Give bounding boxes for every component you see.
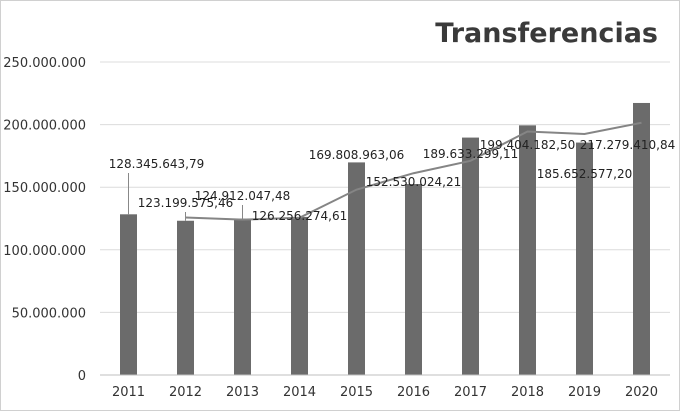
data-label: 185.652.577,20	[537, 167, 632, 181]
bar-2013	[234, 218, 251, 375]
y-tick-label: 100.000.000	[3, 244, 86, 259]
x-tick-label: 2013	[226, 385, 259, 400]
x-tick-label: 2017	[454, 385, 487, 400]
y-tick-label: 0	[78, 369, 86, 384]
x-tick-label: 2020	[625, 385, 658, 400]
data-label: 126.256.274,61	[252, 209, 347, 223]
bar-2014	[291, 216, 308, 375]
bar-2011	[120, 214, 137, 375]
data-label: 124.912.047,48	[195, 189, 290, 203]
y-tick-label: 200.000.000	[3, 119, 86, 134]
bar-2020	[633, 102, 650, 375]
data-label: 169.808.963,06	[309, 148, 404, 162]
data-label: 123.199.575,46	[138, 196, 233, 210]
x-tick-label: 2014	[283, 385, 316, 400]
x-tick-label: 2019	[568, 385, 601, 400]
bar-2018	[519, 125, 536, 375]
x-tick-label: 2011	[112, 385, 145, 400]
x-tick-label: 2018	[511, 385, 544, 400]
data-label: 189.633.299,11	[423, 147, 518, 161]
data-label: 217.279.410,84	[580, 138, 675, 152]
y-tick-label: 50.000.000	[12, 306, 86, 321]
bar-2017	[462, 137, 479, 375]
bar-2019	[576, 142, 593, 375]
y-tick-label: 150.000.000	[3, 181, 86, 196]
bar-2016	[405, 184, 422, 375]
bar-2012	[177, 220, 194, 375]
data-label: 128.345.643,79	[109, 157, 204, 171]
y-tick-label: 250.000.000	[3, 56, 86, 71]
data-label: 152.530.024,21	[366, 175, 461, 189]
data-label: 199.404.182,50	[480, 138, 575, 152]
x-tick-label: 2012	[169, 385, 202, 400]
x-tick-label: 2015	[340, 385, 373, 400]
bar-2015	[348, 162, 365, 375]
chart-title: Transferencias	[435, 18, 658, 49]
x-tick-label: 2016	[397, 385, 430, 400]
moving-average-line	[185, 121, 642, 221]
